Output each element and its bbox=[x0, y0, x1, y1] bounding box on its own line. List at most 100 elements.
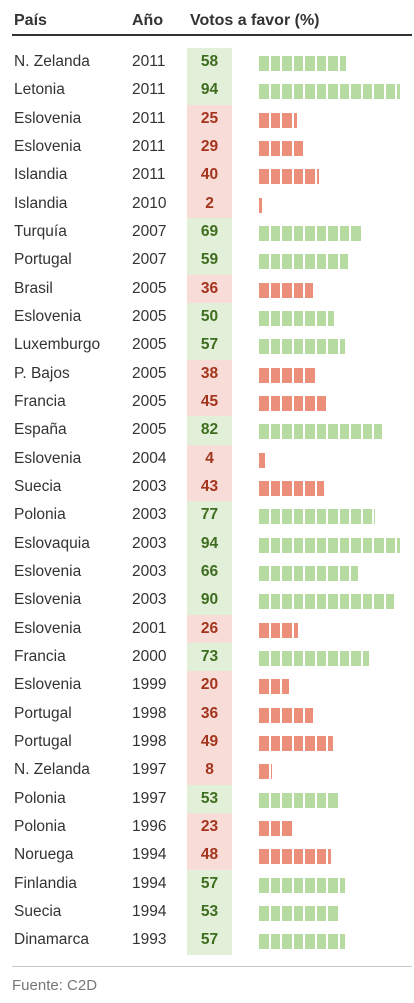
vote-bar-segment bbox=[351, 594, 361, 610]
country-label: Polonia bbox=[14, 506, 66, 524]
country-label: Dinamarca bbox=[14, 931, 89, 949]
vote-value-label: 2 bbox=[205, 194, 214, 212]
vote-bar-segment bbox=[351, 650, 361, 666]
table-row: Eslovenia 2005 50 bbox=[0, 302, 414, 332]
vote-bar-segment bbox=[270, 849, 280, 865]
vote-bar-segment bbox=[270, 112, 280, 128]
vote-bar-segment bbox=[259, 849, 269, 865]
country-label: Eslovenia bbox=[14, 562, 82, 580]
value-cell-bg bbox=[187, 926, 232, 955]
vote-bar-segment bbox=[316, 169, 319, 185]
vote-bar-segment bbox=[305, 254, 315, 270]
vote-bar-segment bbox=[270, 367, 280, 383]
vote-bar-segment bbox=[270, 140, 280, 156]
value-cell-bg bbox=[187, 104, 232, 133]
country-label: Letonia bbox=[14, 81, 65, 99]
year-label: 2007 bbox=[132, 251, 167, 269]
vote-value-label: 90 bbox=[200, 591, 219, 609]
table-row: Polonia 1997 53 bbox=[0, 784, 414, 813]
vote-bar-segment bbox=[282, 650, 292, 666]
vote-bar-segment bbox=[305, 424, 315, 440]
vote-bar-segment bbox=[270, 764, 271, 780]
country-label: Noruega bbox=[14, 846, 74, 864]
vote-bar-segment bbox=[259, 56, 269, 71]
vote-bar-segment bbox=[293, 282, 303, 298]
vote-value-label: 45 bbox=[200, 392, 219, 410]
vote-bar-segment bbox=[293, 56, 303, 71]
vote-bar-segment bbox=[282, 56, 292, 71]
vote-bar-segment bbox=[328, 84, 338, 100]
value-cell-bg bbox=[187, 841, 232, 870]
vote-bar-segment bbox=[328, 254, 338, 270]
vote-bar-segment bbox=[259, 764, 269, 780]
value-cell-bg bbox=[187, 444, 232, 473]
vote-value-label: 29 bbox=[200, 137, 219, 155]
vote-bar bbox=[259, 367, 316, 383]
vote-bar-segment bbox=[282, 735, 292, 751]
vote-bar-segment bbox=[374, 537, 384, 553]
vote-bar-segment bbox=[293, 934, 303, 950]
vote-bar-segment bbox=[328, 424, 338, 440]
vote-bar-segment bbox=[397, 84, 400, 100]
vote-bar-segment bbox=[293, 395, 303, 411]
vote-bar-segment bbox=[270, 84, 280, 100]
vote-bar-segment bbox=[270, 339, 280, 355]
vote-bar-segment bbox=[374, 424, 382, 440]
vote-value-label: 69 bbox=[200, 222, 219, 240]
vote-bar-segment bbox=[270, 934, 280, 950]
table-row: Polonia 2003 77 bbox=[0, 501, 414, 530]
vote-bar-segment bbox=[270, 650, 280, 666]
vote-bar-segment bbox=[305, 792, 315, 808]
vote-bar-segment bbox=[270, 792, 280, 808]
vote-bar-segment bbox=[305, 367, 315, 383]
vote-bar-segment bbox=[316, 254, 326, 270]
country-label: Francia bbox=[14, 392, 66, 410]
vote-bar-segment bbox=[270, 594, 280, 610]
year-label: 1994 bbox=[132, 846, 167, 864]
vote-value-label: 94 bbox=[200, 81, 219, 99]
table-row: Eslovenia 2011 29 bbox=[0, 132, 414, 162]
vote-bar-segment bbox=[282, 934, 292, 950]
vote-bar-segment bbox=[305, 169, 315, 185]
vote-bar-segment bbox=[293, 367, 303, 383]
table-row: Eslovaquia 2003 94 bbox=[0, 529, 414, 558]
country-label: P. Bajos bbox=[14, 364, 70, 382]
vote-bar-segment bbox=[293, 707, 303, 723]
vote-bar-segment bbox=[259, 650, 269, 666]
vote-value-label: 94 bbox=[200, 534, 219, 552]
vote-bar-segment bbox=[259, 537, 269, 553]
vote-bar-segment bbox=[259, 140, 269, 156]
vote-bar-segment bbox=[282, 339, 292, 355]
table-row: Eslovenia 2003 90 bbox=[0, 586, 414, 615]
vote-bar-segment bbox=[305, 310, 315, 326]
vote-bar-segment bbox=[351, 537, 361, 553]
vote-bar-segment bbox=[270, 707, 280, 723]
value-cell-bg bbox=[187, 76, 232, 105]
vote-bar-segment bbox=[293, 339, 303, 355]
vote-bar-segment bbox=[316, 56, 326, 71]
vote-value-label: 8 bbox=[205, 761, 214, 779]
vote-bar-segment bbox=[282, 622, 292, 638]
vote-bar-segment bbox=[259, 169, 269, 185]
vote-bar-segment bbox=[316, 395, 326, 411]
vote-bar-segment bbox=[259, 84, 269, 100]
vote-bar-segment bbox=[259, 480, 269, 496]
header-year: Año bbox=[132, 12, 164, 29]
vote-bar-segment bbox=[259, 934, 269, 950]
vote-bar-segment bbox=[282, 509, 292, 525]
vote-bar-segment bbox=[316, 225, 326, 241]
year-label: 2003 bbox=[132, 562, 167, 580]
vote-bar-segment bbox=[339, 225, 349, 241]
year-label: 1994 bbox=[132, 874, 167, 892]
vote-bar-segment bbox=[385, 537, 395, 553]
year-label: 1996 bbox=[132, 817, 167, 835]
vote-bar bbox=[259, 225, 363, 241]
vote-bar-segment bbox=[339, 565, 349, 581]
vote-bar-segment bbox=[328, 735, 333, 751]
table-row: Brasil 2005 36 bbox=[0, 274, 414, 303]
table-row: Suecia 1994 53 bbox=[0, 897, 414, 927]
value-cell-bg bbox=[187, 642, 232, 672]
vote-value-label: 40 bbox=[200, 166, 219, 184]
vote-bar bbox=[259, 395, 327, 411]
country-label: Eslovenia bbox=[14, 449, 82, 467]
